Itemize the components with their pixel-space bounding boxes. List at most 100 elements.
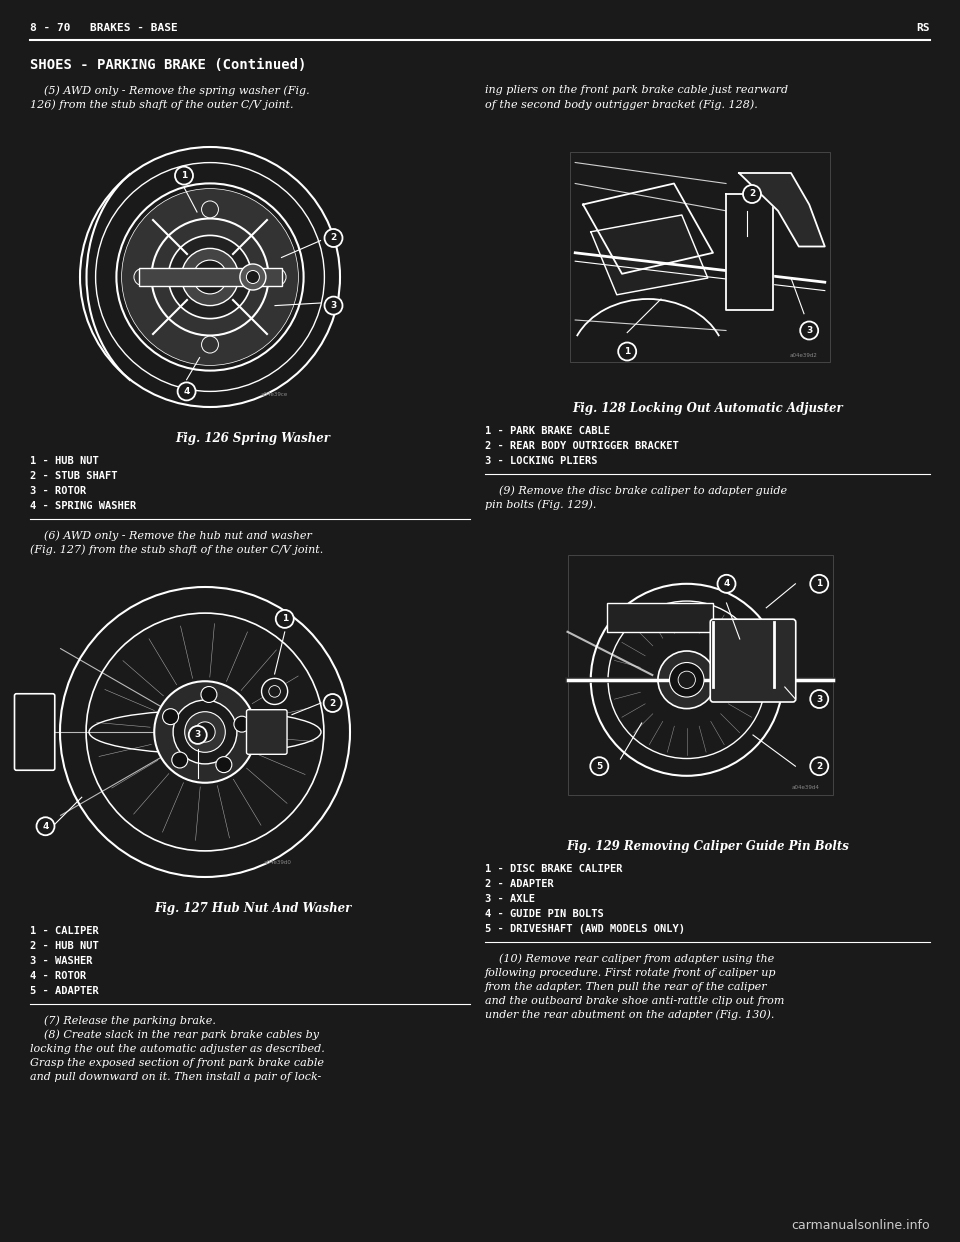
Text: a04e39d0: a04e39d0 (264, 861, 292, 866)
Circle shape (717, 575, 735, 592)
Polygon shape (739, 173, 825, 246)
Text: (9) Remove the disc brake caliper to adapter guide
pin bolts (Fig. 129).: (9) Remove the disc brake caliper to ada… (485, 484, 787, 510)
Text: 5 - ADAPTER: 5 - ADAPTER (30, 986, 99, 996)
Text: 1 - DISC BRAKE CALIPER: 1 - DISC BRAKE CALIPER (485, 864, 622, 874)
Polygon shape (583, 184, 713, 273)
Circle shape (276, 610, 294, 628)
Circle shape (172, 753, 188, 768)
Text: RS: RS (917, 24, 930, 34)
Bar (608, 604, 713, 632)
Text: 1: 1 (624, 347, 631, 356)
Circle shape (810, 758, 828, 775)
Circle shape (810, 575, 828, 592)
Circle shape (195, 722, 215, 743)
Circle shape (184, 712, 226, 753)
Circle shape (678, 671, 695, 688)
Text: 1 - HUB NUT: 1 - HUB NUT (30, 456, 99, 466)
Text: (10) Remove rear caliper from adapter using the
following procedure. First rotat: (10) Remove rear caliper from adapter us… (485, 953, 784, 1021)
Ellipse shape (89, 710, 321, 754)
Bar (567, 555, 832, 795)
Circle shape (324, 694, 342, 712)
Circle shape (216, 756, 231, 773)
FancyBboxPatch shape (14, 694, 55, 770)
Text: 4 - ROTOR: 4 - ROTOR (30, 971, 86, 981)
Circle shape (234, 717, 250, 732)
Text: 3 - WASHER: 3 - WASHER (30, 956, 92, 966)
Text: 4 - GUIDE PIN BOLTS: 4 - GUIDE PIN BOLTS (485, 909, 604, 919)
Circle shape (247, 271, 259, 283)
Circle shape (240, 265, 266, 289)
Circle shape (269, 268, 286, 286)
Text: 2 - STUB SHAFT: 2 - STUB SHAFT (30, 471, 117, 481)
Text: 1: 1 (180, 171, 187, 180)
Text: 4: 4 (42, 822, 49, 831)
Circle shape (801, 322, 818, 339)
Text: 1 - CALIPER: 1 - CALIPER (30, 927, 99, 936)
Text: 1: 1 (816, 579, 823, 589)
Circle shape (122, 189, 299, 365)
Text: 3 - LOCKING PLIERS: 3 - LOCKING PLIERS (485, 456, 597, 466)
Text: a04e39d4: a04e39d4 (791, 785, 819, 790)
Circle shape (608, 601, 765, 759)
Circle shape (60, 587, 350, 877)
Bar (138, 268, 281, 286)
Text: ing pliers on the front park brake cable just rearward
of the second body outrig: ing pliers on the front park brake cable… (485, 84, 788, 109)
Text: 3: 3 (816, 694, 823, 703)
Text: Fig. 128 Locking Out Automatic Adjuster: Fig. 128 Locking Out Automatic Adjuster (572, 402, 843, 415)
Text: Fig. 127 Hub Nut And Washer: Fig. 127 Hub Nut And Washer (154, 902, 351, 915)
Text: SHOES - PARKING BRAKE (Continued): SHOES - PARKING BRAKE (Continued) (30, 58, 306, 72)
Circle shape (324, 297, 343, 314)
Text: 4: 4 (723, 579, 730, 589)
Text: 2 - REAR BODY OUTRIGGER BRACKET: 2 - REAR BODY OUTRIGGER BRACKET (485, 441, 679, 451)
Text: 3 - AXLE: 3 - AXLE (485, 894, 535, 904)
Circle shape (175, 166, 193, 185)
Text: 2: 2 (330, 233, 337, 242)
Text: 3 - ROTOR: 3 - ROTOR (30, 486, 86, 496)
Text: Fig. 129 Removing Caliper Guide Pin Bolts: Fig. 129 Removing Caliper Guide Pin Bolt… (566, 840, 849, 853)
Text: 5 - DRIVESHAFT (AWD MODELS ONLY): 5 - DRIVESHAFT (AWD MODELS ONLY) (485, 924, 685, 934)
Circle shape (269, 686, 280, 697)
Text: 2: 2 (749, 190, 756, 199)
Text: (6) AWD only - Remove the hub nut and washer
(Fig. 127) from the stub shaft of t: (6) AWD only - Remove the hub nut and wa… (30, 530, 324, 555)
Text: 5: 5 (596, 761, 603, 771)
Bar (570, 152, 830, 361)
Circle shape (324, 229, 343, 247)
Circle shape (658, 651, 715, 709)
Circle shape (202, 337, 219, 353)
Text: Fig. 126 Spring Washer: Fig. 126 Spring Washer (175, 432, 330, 445)
Circle shape (168, 236, 252, 319)
Circle shape (810, 691, 828, 708)
Circle shape (80, 147, 340, 407)
Text: (7) Release the parking brake.
    (8) Create slack in the rear park brake cable: (7) Release the parking brake. (8) Creat… (30, 1015, 324, 1083)
Circle shape (202, 201, 219, 217)
Text: 2 - ADAPTER: 2 - ADAPTER (485, 879, 554, 889)
Circle shape (178, 383, 196, 400)
Text: (5) AWD only - Remove the spring washer (Fig.
126) from the stub shaft of the ou: (5) AWD only - Remove the spring washer … (30, 84, 310, 111)
Circle shape (193, 260, 227, 294)
Text: BRAKES - BASE: BRAKES - BASE (90, 24, 178, 34)
Circle shape (590, 758, 609, 775)
Circle shape (618, 343, 636, 360)
Text: 1: 1 (281, 615, 288, 623)
Polygon shape (590, 215, 708, 294)
Circle shape (669, 662, 704, 697)
Circle shape (743, 185, 761, 202)
Circle shape (181, 248, 239, 306)
Circle shape (261, 678, 288, 704)
Circle shape (155, 682, 255, 782)
Text: 3: 3 (330, 301, 337, 310)
Circle shape (173, 700, 237, 764)
Text: a04e39d2: a04e39d2 (789, 353, 817, 358)
Text: carmanualsonline.info: carmanualsonline.info (791, 1218, 930, 1232)
Circle shape (189, 725, 206, 744)
FancyBboxPatch shape (247, 709, 287, 754)
Text: 2: 2 (816, 761, 823, 771)
Circle shape (36, 817, 55, 836)
Text: 8 - 70: 8 - 70 (30, 24, 70, 34)
Text: 2: 2 (329, 698, 336, 708)
Text: 1 - PARK BRAKE CABLE: 1 - PARK BRAKE CABLE (485, 426, 610, 436)
Text: 4 - SPRING WASHER: 4 - SPRING WASHER (30, 501, 136, 510)
Circle shape (162, 709, 179, 724)
Text: 4: 4 (183, 388, 190, 396)
Text: 2 - HUB NUT: 2 - HUB NUT (30, 941, 99, 951)
